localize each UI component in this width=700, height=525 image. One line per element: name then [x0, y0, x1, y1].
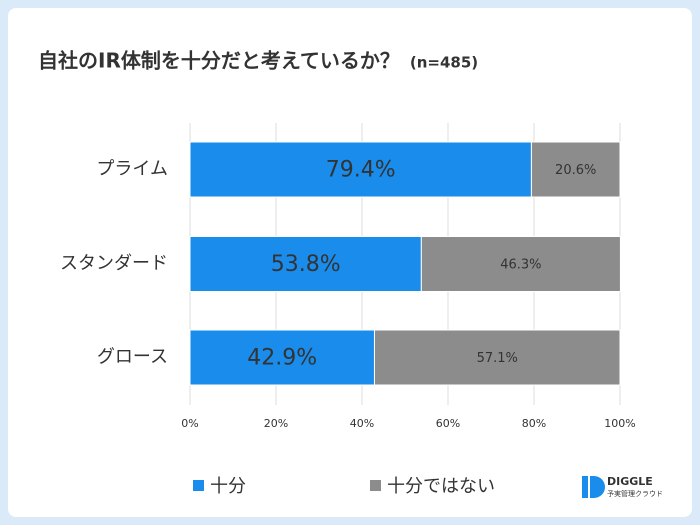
logo-icon	[590, 476, 605, 498]
bar-segment	[189, 141, 532, 198]
data-label: 42.9%	[247, 346, 317, 371]
legend-swatch	[193, 480, 204, 491]
logo-icon	[582, 476, 588, 498]
bar-segment	[530, 141, 621, 198]
x-tick-label: 80%	[522, 417, 546, 430]
x-tick-label: 100%	[604, 417, 635, 430]
legend-label: 十分ではない	[387, 476, 495, 497]
brand-tagline: 予実管理クラウド	[607, 489, 663, 498]
bar-segment	[373, 329, 621, 386]
data-label: 57.1%	[477, 351, 518, 366]
bar-segment	[420, 236, 621, 292]
data-label: 53.8%	[271, 252, 341, 277]
x-tick-label: 60%	[436, 417, 460, 430]
y-tick-label: プライム	[96, 159, 168, 180]
data-label: 20.6%	[555, 163, 596, 178]
logo: DIGGLE 予実管理クラウド	[582, 475, 663, 498]
y-tick-label: スタンダード	[60, 253, 168, 274]
chart-subtitle: (n=485)	[410, 54, 478, 72]
legend-label: 十分	[210, 476, 246, 497]
chart-title: 自社のIR体制を十分だと考えているか？	[38, 49, 400, 73]
bar-segment	[189, 236, 422, 292]
x-tick-label: 20%	[264, 417, 288, 430]
y-tick-label: グロース	[97, 347, 168, 368]
brand-name: DIGGLE	[607, 475, 653, 488]
x-tick-label: 0%	[181, 417, 198, 430]
x-tick-label: 40%	[350, 417, 374, 430]
bar-segment	[189, 329, 375, 386]
data-label: 46.3%	[500, 258, 541, 273]
legend-swatch	[370, 480, 381, 491]
data-label: 79.4%	[326, 158, 396, 183]
